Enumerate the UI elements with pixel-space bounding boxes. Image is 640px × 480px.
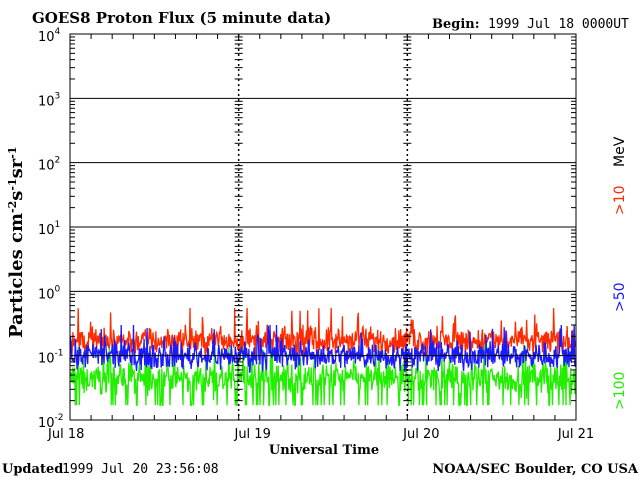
- y-tick-label: 104: [38, 27, 61, 45]
- legend: >10 >50 >100 MeV: [612, 136, 628, 410]
- updated-label: Updated: [2, 462, 63, 477]
- y-tick-label: 101: [38, 220, 60, 238]
- chart-title: GOES8 Proton Flux (5 minute data): [32, 9, 331, 27]
- x-axis-label: Universal Time: [269, 443, 379, 458]
- y-tick-label: 103: [38, 91, 60, 109]
- updated-value: 1999 Jul 20 23:56:08: [62, 462, 219, 477]
- x-tick-label: Jul 21: [557, 427, 594, 442]
- y-tick-labels: 10-2 10-1 100 101 102 103 104: [38, 27, 64, 431]
- y-tick-label: 10-1: [38, 349, 64, 367]
- legend-entry-1: >50: [612, 282, 628, 312]
- legend-unit: MeV: [612, 136, 628, 167]
- begin-value: 1999 Jul 18 0000UT: [488, 17, 629, 32]
- x-tick-label: Jul 18: [47, 427, 84, 442]
- legend-entry-0: >10: [612, 185, 628, 215]
- x-tick-label: Jul 19: [233, 427, 270, 442]
- x-tick-labels: Jul 18 Jul 19 Jul 20 Jul 21: [47, 427, 594, 442]
- plot-frame: [69, 33, 577, 421]
- series-line-2: [69, 344, 577, 406]
- y-axis-label: Particles cm-2s-1sr-1: [6, 147, 28, 338]
- x-tick-label: Jul 20: [402, 427, 439, 442]
- series-layer: [69, 307, 577, 406]
- y-tick-label: 100: [38, 284, 61, 302]
- series-line-1: [69, 324, 577, 374]
- begin-label: Begin:: [432, 17, 480, 32]
- legend-entry-2: >100: [612, 372, 628, 410]
- y-tick-label: 10-2: [38, 413, 64, 431]
- data-source: NOAA/SEC Boulder, CO USA: [432, 462, 639, 477]
- y-tick-label: 102: [38, 156, 60, 174]
- grid-layer: [69, 34, 577, 420]
